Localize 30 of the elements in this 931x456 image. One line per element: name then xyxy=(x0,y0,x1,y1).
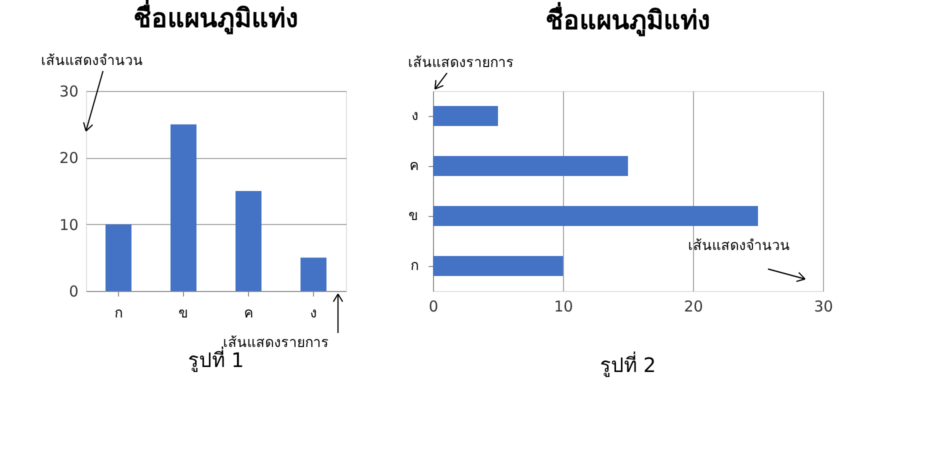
x-tick-label: ก xyxy=(114,306,122,322)
y-tick-label: ข xyxy=(408,208,418,224)
chart-title: ชื่อแผนภูมิแท่ง xyxy=(134,0,298,35)
bar xyxy=(433,256,563,276)
y-tick-label: 20 xyxy=(59,149,78,168)
x-tick-label: 30 xyxy=(814,298,834,316)
bar xyxy=(106,224,132,291)
bar xyxy=(300,258,326,291)
y-tick-label: 0 xyxy=(68,282,78,300)
chart-title: ชื่อแผนภูมิแท่ง xyxy=(546,1,710,37)
x-tick-label: ง xyxy=(310,306,317,322)
x-tick-label: 10 xyxy=(554,298,574,316)
x-tick-label: 20 xyxy=(684,298,704,316)
y-tick-label: 10 xyxy=(59,216,78,234)
bar xyxy=(433,106,498,126)
bar xyxy=(236,191,262,291)
text: เส้นแสดงรายการ xyxy=(408,55,514,71)
x-tick-label: ค xyxy=(244,306,253,322)
annotation: เส้นแสดงจำนวน xyxy=(688,238,790,254)
bar xyxy=(170,124,196,291)
x-tick-label: 0 xyxy=(428,298,438,316)
y-tick-label: ง xyxy=(412,108,418,124)
x-tick-label: ข xyxy=(178,306,188,322)
bar xyxy=(433,156,628,176)
y-tick-label: ค xyxy=(410,158,418,174)
y-tick-label: 30 xyxy=(59,82,78,100)
text: เส้นแสดงจำนวน xyxy=(41,53,143,69)
text: รูปที่ 2 xyxy=(600,351,656,378)
y-tick-label: ก xyxy=(410,258,418,274)
bar xyxy=(433,206,758,226)
